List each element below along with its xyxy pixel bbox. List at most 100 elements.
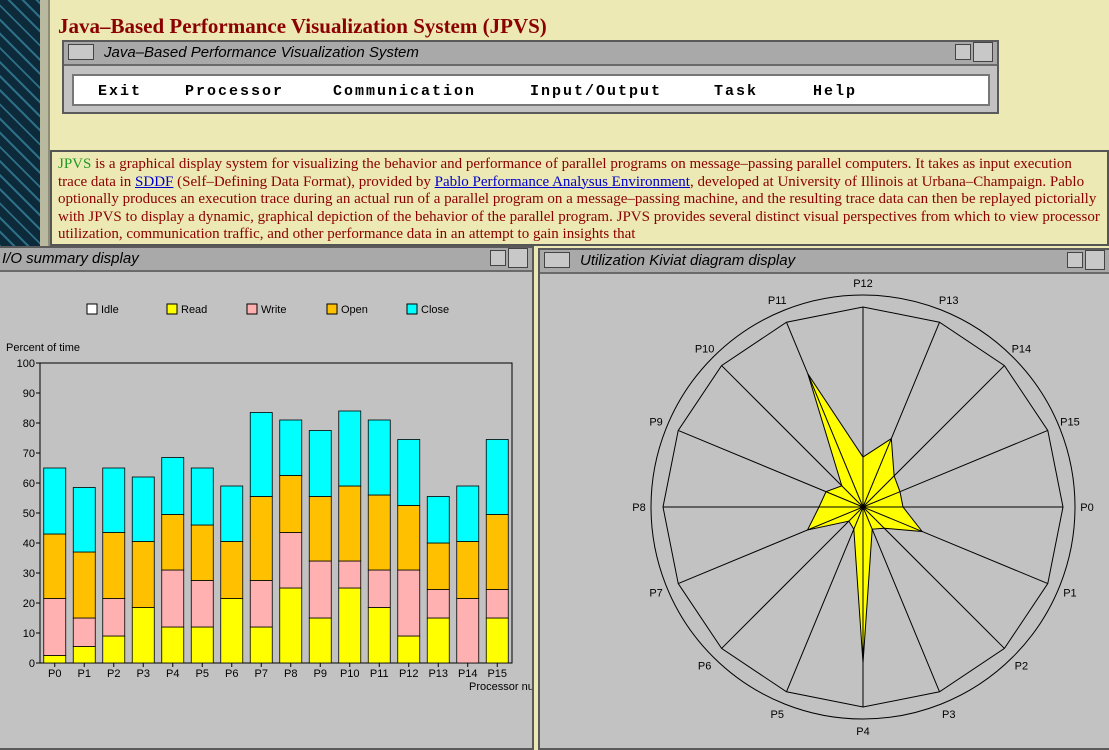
axis-label: P15 <box>1060 416 1080 428</box>
menu-item[interactable]: Help <box>813 83 858 100</box>
bar-segment <box>102 467 126 533</box>
window-menu-button[interactable] <box>68 44 94 60</box>
legend-label: Close <box>421 304 449 316</box>
axis-label: P14 <box>1012 344 1032 356</box>
maximize-button[interactable] <box>973 42 993 62</box>
outer-circle <box>650 294 1076 720</box>
bar-segment <box>397 505 421 571</box>
y-tick-label: 50 <box>23 508 35 520</box>
legend-label: Write <box>261 304 286 316</box>
spoke <box>862 322 940 508</box>
axis-label: P12 <box>853 278 873 290</box>
y-tick-label: 60 <box>23 478 35 490</box>
axis-label: P8 <box>632 502 645 514</box>
x-tick-label: P5 <box>196 668 209 680</box>
spoke <box>721 365 864 508</box>
legend-swatch <box>166 303 178 315</box>
bar-segment <box>367 569 391 608</box>
kiviat-chart: P0 P1 P2 P3 P4 P5 P6 P7 P8 P9 P10 P11 P12 P13 P14 P15 <box>632 278 1093 738</box>
bar-segment <box>397 439 421 506</box>
y-tick-label: 80 <box>23 418 35 430</box>
bar-segment <box>161 514 185 571</box>
menu-bar: Exit Processor Communication Input/Output Ta… <box>72 74 990 106</box>
legend-label: Idle <box>101 304 119 316</box>
window-menu-button[interactable] <box>544 252 570 268</box>
menu-item[interactable]: Processor <box>185 83 285 100</box>
spoke <box>786 322 864 508</box>
bar-segment <box>338 587 362 664</box>
bar-segment <box>367 419 391 496</box>
menu-item[interactable]: Exit <box>98 83 143 100</box>
bar-segment <box>367 607 391 664</box>
legend-swatch <box>406 303 418 315</box>
bar-segment <box>43 598 67 656</box>
bar-segment <box>190 524 214 581</box>
bar-segment <box>249 580 273 628</box>
spoke <box>678 430 864 508</box>
bar-segment <box>308 617 332 664</box>
menu-item[interactable]: Input/Output <box>530 83 663 100</box>
bar-segment <box>131 541 155 608</box>
spoke <box>862 365 1005 508</box>
bar-segment <box>102 635 126 664</box>
axis-label: P7 <box>649 588 662 600</box>
x-tick-label: P4 <box>166 668 179 680</box>
spoke <box>721 506 864 649</box>
axis-label: P6 <box>698 660 711 672</box>
spoke <box>862 430 1048 508</box>
x-tick-label: P2 <box>107 668 120 680</box>
text: , developed at University of Illinois at… <box>58 173 1100 243</box>
bar-segment <box>161 626 185 664</box>
io-chart: Idle Read Write Open Close Percent of time 0 10… <box>6 303 534 693</box>
bar-segment <box>338 410 362 487</box>
bar-segment <box>249 496 273 581</box>
bar-segment <box>456 485 480 542</box>
title-bar: Java–Based Performance Visualization Sys… <box>64 42 997 66</box>
text: is a graphical display system for visual… <box>58 156 1072 190</box>
spoke <box>862 506 940 692</box>
x-tick-label: P3 <box>137 668 150 680</box>
utilization-area <box>806 373 924 664</box>
bar-segment <box>426 589 450 619</box>
bar-segment <box>426 496 450 544</box>
y-tick-label: 20 <box>23 598 35 610</box>
kiviat-window: Utilization Kiviat diagram display P0 P1 P… <box>538 248 1109 750</box>
bar-segment <box>72 487 96 553</box>
bar-segment <box>279 419 303 476</box>
x-tick-label: P13 <box>428 668 448 680</box>
bar-segment <box>72 551 96 619</box>
legend-swatch <box>86 303 98 315</box>
io-window: I/O summary display Idle Read Write Open Clo… <box>0 246 534 750</box>
bar-segment <box>43 467 67 535</box>
y-tick-label: 10 <box>23 628 35 640</box>
legend-label: Open <box>341 304 368 316</box>
bar-segment <box>426 617 450 664</box>
y-tick-label: 0 <box>29 658 35 670</box>
maximize-button[interactable] <box>508 248 528 268</box>
bar-segment <box>190 467 214 526</box>
axis-label: P3 <box>942 709 955 721</box>
y-tick-label: 90 <box>23 388 35 400</box>
bar-segment <box>456 598 480 664</box>
minimize-button[interactable] <box>490 250 506 266</box>
x-tick-label: P0 <box>48 668 61 680</box>
bar-segment <box>485 617 509 664</box>
minimize-button[interactable] <box>955 44 971 60</box>
menu-item[interactable]: Communication <box>333 83 477 100</box>
bar-segment <box>338 560 362 589</box>
bar-segment <box>190 580 214 628</box>
x-tick-label: P9 <box>314 668 327 680</box>
link[interactable]: SDDF <box>135 173 174 190</box>
description: JPVS is a graphical display system for v… <box>58 156 1101 244</box>
bar-segment <box>279 532 303 589</box>
window-title: Java–Based Performance Visualization Sys… <box>104 44 419 61</box>
x-axis-label: Processor number <box>469 681 534 693</box>
bar-segment <box>397 635 421 664</box>
spoke <box>786 506 864 692</box>
maximize-button[interactable] <box>1085 250 1105 270</box>
bar-segment <box>338 485 362 562</box>
minimize-button[interactable] <box>1067 252 1083 268</box>
link[interactable]: Pablo Performance Analysus Environment <box>434 173 690 190</box>
menu-item[interactable]: Task <box>714 83 759 100</box>
